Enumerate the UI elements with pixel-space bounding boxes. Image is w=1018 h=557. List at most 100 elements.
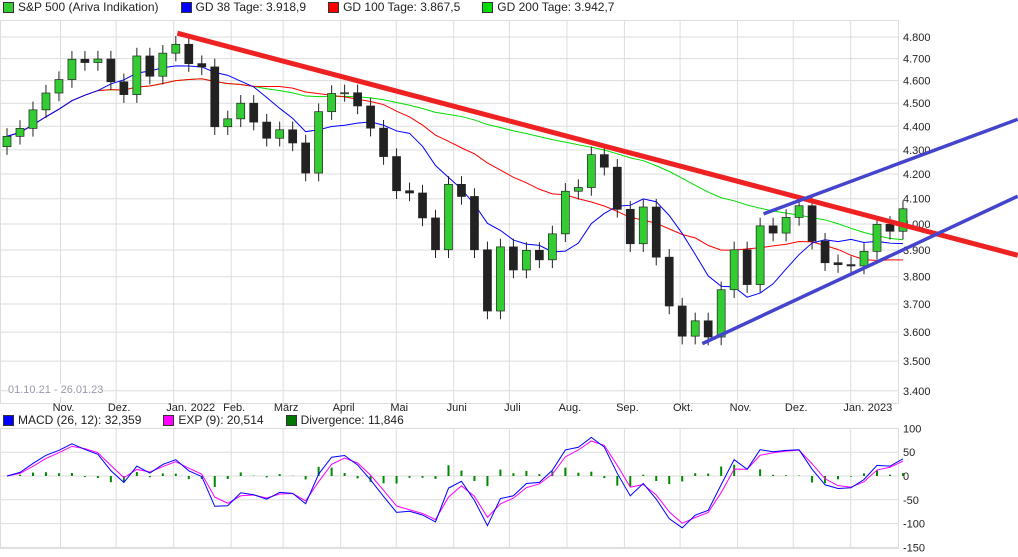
month-tick-label: April: [333, 402, 355, 414]
candle: [418, 192, 427, 219]
price-tick-label: 3.400: [903, 386, 931, 398]
candle: [522, 249, 531, 271]
candle: [28, 109, 38, 129]
price-tick-label: 4.600: [903, 76, 931, 88]
candle: [444, 183, 453, 251]
candle: [859, 251, 869, 267]
month-tick-label: Feb.: [223, 402, 245, 414]
year-tick-label: 2023: [868, 402, 892, 414]
legend-label: GD 100 Tage: 3.867,5: [343, 0, 461, 14]
month-tick-label: Juli: [504, 402, 521, 414]
candle: [716, 289, 726, 338]
candle: [807, 205, 817, 242]
price-tick-label: 4.400: [903, 121, 931, 133]
legend-swatch: [3, 415, 14, 426]
candle: [431, 217, 440, 251]
month-tick-label: Sep.: [616, 402, 639, 414]
candle: [586, 154, 596, 188]
legend-swatch: [328, 2, 340, 13]
macd-tick-label: 0: [903, 471, 909, 483]
legend-label: Divergence: 11,846: [300, 413, 404, 427]
year-tick-label: 2022: [191, 402, 215, 414]
candle: [599, 154, 609, 168]
candle: [833, 262, 843, 265]
candle: [15, 128, 25, 137]
legend-swatch: [163, 415, 175, 426]
price-plot-frame: [0, 20, 899, 404]
candle: [885, 223, 895, 232]
candle: [535, 249, 544, 261]
month-tick-label: März: [274, 402, 298, 414]
gd100-line: [6, 78, 903, 261]
month-tick-label: Jan.: [843, 402, 864, 414]
candle: [275, 129, 285, 139]
candle: [677, 305, 687, 337]
candle: [742, 249, 752, 285]
candle: [2, 135, 12, 148]
month-tick-label: Nov.: [53, 402, 75, 414]
candle: [210, 66, 220, 128]
candle: [625, 208, 635, 245]
candle: [249, 102, 259, 123]
price-tick-label: 4.100: [903, 194, 931, 206]
candle: [703, 320, 713, 338]
candle: [392, 156, 401, 192]
candle: [573, 187, 583, 192]
candle: [171, 43, 181, 54]
candle: [561, 190, 570, 235]
candle: [379, 127, 388, 157]
candle: [327, 93, 336, 113]
candle: [690, 320, 700, 337]
candle: [755, 225, 765, 285]
price-tick-label: 3.800: [903, 272, 931, 284]
candle: [898, 208, 908, 232]
candle: [119, 81, 129, 95]
candle: [145, 55, 155, 77]
price-tick-label: 4.700: [903, 54, 931, 66]
candle: [314, 111, 323, 174]
macd-tick-label: -100: [903, 519, 925, 531]
price-tick-label: 4.800: [903, 32, 931, 44]
price-tick-label: 4.500: [903, 98, 931, 110]
candle: [184, 43, 194, 64]
candle: [93, 58, 103, 63]
candle: [158, 52, 168, 77]
month-tick-label: Nov.: [730, 402, 752, 414]
candle: [223, 118, 233, 128]
month-tick-label: Okt.: [673, 402, 693, 414]
candle: [638, 206, 648, 245]
candle: [41, 92, 51, 111]
macd-tick-label: 100: [903, 423, 921, 435]
legend-label: GD 200 Tage: 3.942,7: [497, 0, 615, 14]
legend-label: EXP (9): 20,514: [178, 413, 264, 427]
price-tick-label: 3.600: [903, 327, 931, 339]
macd-tick-label: -50: [903, 495, 919, 507]
candle: [80, 58, 90, 63]
month-tick-label: Jan.: [166, 402, 187, 414]
price-tick-label: 3.700: [903, 299, 931, 311]
legend-swatch: [180, 2, 192, 13]
month-tick-label: Aug.: [559, 402, 582, 414]
month-tick-label: Juni: [447, 402, 467, 414]
legend-main: S&P 500 (Ariva Indikation) GD 38 Tage: 3…: [3, 1, 614, 14]
candle: [651, 206, 661, 258]
candle: [496, 246, 505, 312]
price-tick-label: 4.200: [903, 169, 931, 181]
candle: [197, 63, 207, 68]
candle: [405, 190, 414, 194]
candle: [106, 58, 116, 83]
month-tick-label: Mai: [390, 402, 408, 414]
legend-swatch: [285, 415, 297, 426]
candle: [353, 92, 362, 107]
legend-label: S&P 500 (Ariva Indikation): [18, 0, 159, 14]
gd38-line: [6, 65, 903, 298]
candle: [548, 233, 557, 261]
candle: [820, 240, 830, 264]
candle: [729, 249, 739, 291]
candle: [794, 205, 804, 218]
legend-swatch: [3, 2, 14, 13]
candle: [509, 246, 518, 271]
month-tick-label: Dez.: [108, 402, 131, 414]
candle: [301, 142, 311, 174]
